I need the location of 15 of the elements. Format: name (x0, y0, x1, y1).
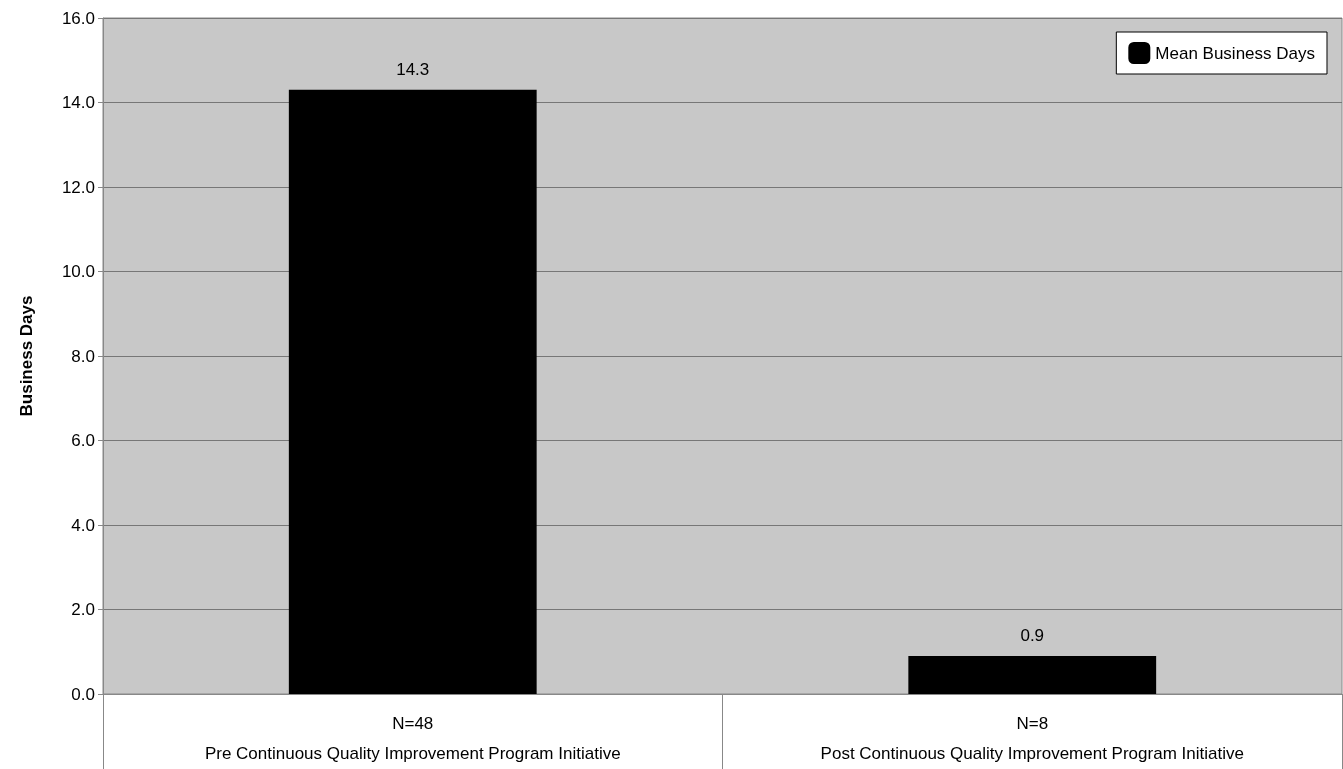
x-tick-label: N=8 Post Continuous Quality Improvement Program Initiative (820, 713, 1244, 763)
data-label: 14.3 (396, 59, 430, 79)
y-tick-label: 6.0 (71, 431, 95, 450)
y-tick-label: 4.0 (71, 515, 95, 535)
x-tick-label: N=48 Pre Continuous Quality Improvement Program Initiative (204, 713, 621, 763)
y-tick-label: 10.0 (61, 262, 95, 281)
y-tick-label: 8.0 (71, 346, 95, 366)
y-tick-label: 14.0 (61, 93, 95, 112)
y-tick-label: 12.0 (61, 177, 95, 197)
y-tick-label: 2.0 (71, 600, 95, 619)
legend-label: Mean Business Days (1155, 43, 1316, 63)
data-label: 0.9 (1020, 625, 1045, 645)
y-tick-label: 0.0 (71, 684, 95, 704)
y-tick-label: 16.0 (61, 8, 95, 28)
y-axis-title: Business Days (17, 295, 36, 417)
